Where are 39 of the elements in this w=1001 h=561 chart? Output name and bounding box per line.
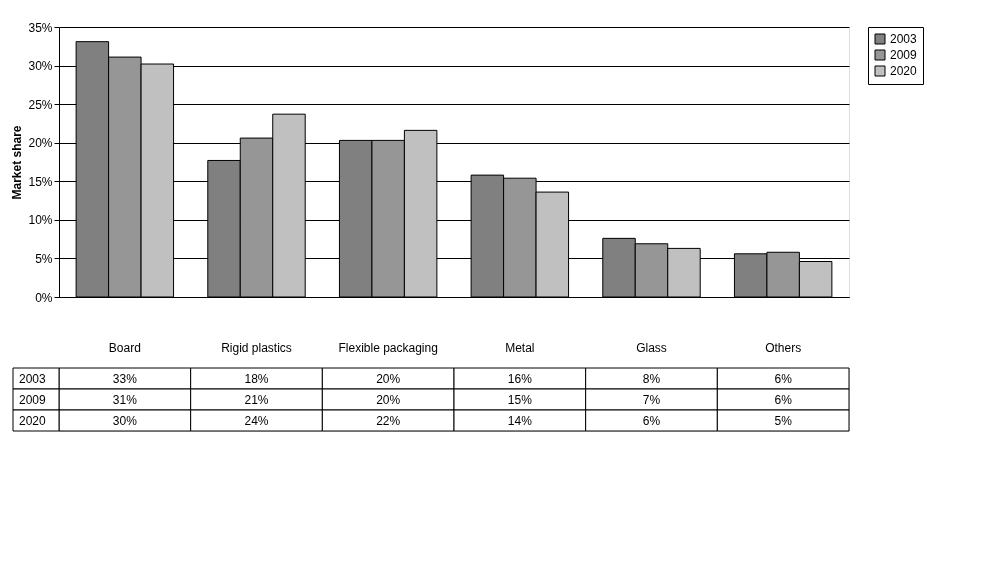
- y-tick-label: 5%: [35, 251, 53, 266]
- x-tick-label: Others: [765, 340, 802, 355]
- data-label: 20%: [376, 371, 401, 386]
- data-label: 6%: [642, 413, 661, 428]
- y-tick-label: 0%: [35, 290, 53, 305]
- y-tick-label: 35%: [28, 20, 53, 35]
- data-label: 15%: [507, 392, 533, 407]
- data-label: 18%: [244, 371, 269, 386]
- x-tick-label: Flexible packaging: [338, 340, 438, 355]
- y-tick-label: 25%: [28, 97, 53, 112]
- legend-label: 2009: [890, 48, 918, 62]
- y-tick-label: 10%: [28, 213, 53, 228]
- y-tick-label: 20%: [28, 136, 53, 151]
- y-axis-title: Market share: [10, 125, 25, 200]
- data-label: 6%: [774, 392, 793, 407]
- x-tick-label: Glass: [636, 340, 667, 355]
- data-label: 5%: [774, 413, 793, 428]
- data-label: 33%: [112, 371, 138, 386]
- text: 2009: [19, 392, 46, 407]
- text: 2020: [19, 413, 46, 428]
- data-label: 16%: [507, 371, 533, 386]
- y-tick-label: 30%: [28, 59, 53, 74]
- data-label: 30%: [112, 413, 138, 428]
- x-tick-label: Board: [108, 340, 141, 355]
- data-label: 22%: [376, 413, 401, 428]
- legend-label: 2020: [890, 64, 918, 78]
- data-label: 20%: [376, 392, 401, 407]
- data-label: 24%: [244, 413, 269, 428]
- data-label: 6%: [774, 371, 793, 386]
- y-tick-label: 15%: [28, 174, 53, 189]
- x-tick-label: Rigid plastics: [221, 340, 292, 355]
- data-label: 8%: [642, 371, 661, 386]
- x-tick-label: Metal: [505, 340, 535, 355]
- text: 2003: [19, 371, 46, 386]
- legend-label: 2003: [890, 32, 918, 46]
- data-label: 14%: [507, 413, 533, 428]
- data-label: 7%: [642, 392, 661, 407]
- data-label: 31%: [112, 392, 138, 407]
- data-label: 21%: [244, 392, 269, 407]
